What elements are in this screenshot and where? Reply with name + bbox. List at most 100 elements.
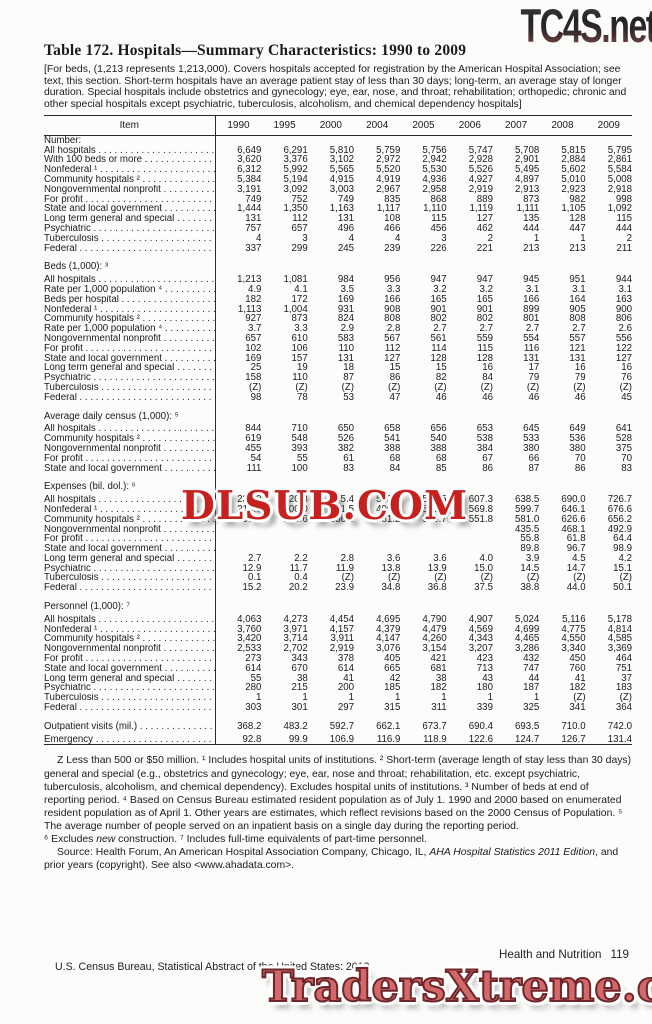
cell-value: 11.9 (335, 563, 355, 574)
cell-value: 757 (245, 223, 262, 234)
cell-empty (215, 253, 261, 275)
cell-value: 4,454 (329, 614, 355, 625)
row-label: Community hospitals ² (44, 434, 216, 444)
cell-value: 2,901 (515, 155, 540, 166)
row-label: Nongovernmental nonprofit (44, 333, 216, 344)
row-label: Rate per 1,000 population ⁴ (44, 284, 216, 295)
cell-value: 2.7 (479, 324, 493, 334)
cell-value: 66 (528, 453, 540, 464)
cell-value: 4.1 (294, 284, 308, 295)
cell-empty (215, 403, 261, 425)
cell-value: 285.6 (283, 514, 308, 525)
cell-value: 806 (615, 314, 632, 325)
cell-value: 464 (615, 654, 632, 664)
table-row: Community hospitals ² 3,420 3,714 3,911 4,14… (44, 634, 632, 645)
cell-value: 5,584 (607, 165, 632, 175)
cell-value: 645 (523, 424, 540, 435)
row-label: For profit (44, 534, 216, 545)
cell-value: 4,260 (422, 634, 447, 645)
cell-value: 86 (389, 373, 401, 383)
cell-value: 3,003 (329, 184, 355, 195)
cell-value: 650 (337, 424, 355, 435)
cell-value: 548 (291, 434, 308, 444)
page-content: Table 172. Hospitals—Summary Characteris… (44, 42, 632, 872)
cell-value: 13.9 (427, 563, 447, 574)
cell-value: 3.1 (572, 284, 586, 295)
cell-value: 554 (523, 333, 540, 344)
table-row: State and local government 1,444 1,350 1,16… (44, 204, 632, 215)
cell-value: 559 (476, 333, 493, 344)
cell-value: 3.2 (479, 284, 493, 295)
cell-value: 1 (348, 693, 355, 704)
table-row: For profit 102 106 110 112 114 115 116 121 122 (44, 343, 632, 354)
cell-value: 3,911 (330, 634, 355, 645)
cell-value: 3.5 (340, 284, 355, 295)
cell-value: 128 (430, 353, 447, 364)
cell-value: 42 (389, 673, 401, 684)
cell-value: 515.7 (422, 514, 447, 525)
table-row: Nongovernmental nonprofit 455 393 382 388 388… (44, 443, 632, 454)
table-row: Federal 98 78 53 47 46 46 46 46 45 (44, 392, 632, 403)
cell-value: 3,620 (237, 155, 262, 166)
cell-value: 131 (523, 353, 540, 364)
cell-value (308, 544, 354, 554)
cell-value: 14.5 (520, 563, 540, 574)
cell-value: 1,119 (469, 204, 493, 215)
cell-value: 656.2 (607, 514, 632, 525)
cell-value: 5,384 (237, 175, 262, 185)
cell-value: 676.6 (607, 504, 632, 515)
cell-value: (Z) (619, 573, 632, 584)
cell-value (354, 544, 400, 554)
footnotes: Z Less than 500 or $50 million. ¹ Includ… (44, 754, 632, 872)
cell-value: 53 (343, 392, 355, 403)
cell-value: 83 (343, 463, 355, 474)
cell-value: 3,376 (283, 155, 308, 166)
cell-value: 982 (569, 194, 586, 205)
cell-value: 55 (250, 673, 262, 684)
cell-value: 378 (337, 654, 355, 664)
cell-value: 17 (528, 363, 540, 374)
cell-value: 538 (476, 434, 493, 444)
cell-empty (447, 593, 493, 615)
cell-value: 5,565 (329, 165, 355, 175)
cell-value: 614 (337, 663, 355, 674)
row-label: All hospitals (44, 424, 216, 435)
cell-empty (261, 253, 307, 275)
source-text: , and prior years (copyright). See also … (44, 847, 619, 872)
cell-value (215, 544, 261, 554)
cell-value: 96.7 (566, 544, 586, 554)
table-row: Psychiatric 280 215 200 185 182 180 187 182 183 (44, 683, 632, 694)
table-title: Table 172. Hospitals—Summary Characteris… (44, 42, 467, 59)
table-row: State and local government 614 670 614 665 68… (44, 663, 632, 674)
cell-value: 127 (476, 214, 493, 224)
cell-value: 569.8 (468, 504, 493, 515)
cell-value: 1,004 (283, 304, 308, 315)
cell-value: 46 (482, 392, 493, 403)
cell-value: 5,747 (468, 145, 493, 156)
table-row: Rate per 1,000 population ⁴ 4.9 4.1 3.5 3.3 3… (44, 284, 632, 295)
cell-value: 1 (580, 233, 586, 244)
table-row: Long term general and special 25 19 18 15 15 1… (44, 363, 632, 374)
cell-value: 384 (476, 443, 493, 454)
table-row: Community hospitals ² 203.7 285.6 356.6 481.… (44, 514, 632, 525)
col-header-year: 1995 (261, 114, 308, 136)
cell-value: 5,815 (561, 145, 586, 156)
cell-value: 131.4 (585, 734, 632, 746)
cell-value: 3.2 (433, 284, 447, 295)
cell-value: (Z) (526, 382, 540, 393)
table-row: Nonfederal ¹ 1,113 1,004 931 908 901 901 899 905… (44, 304, 632, 315)
row-label: Community hospitals ² (44, 175, 216, 185)
cell-value: 0.4 (294, 573, 308, 584)
cell-value: 1 (533, 693, 540, 704)
section-header-label: Number: (44, 135, 216, 146)
table-row: State and local government 169 157 131 127 12… (44, 353, 632, 364)
cell-value: 3.1 (525, 284, 540, 295)
cell-value: 211 (616, 243, 632, 254)
row-label: Nonfederal ¹ (44, 624, 216, 635)
cell-value: 657 (291, 223, 308, 234)
cell-value: 44.0 (566, 583, 586, 594)
cell-value: 2.8 (340, 553, 355, 564)
cell-value: 164 (569, 294, 586, 305)
cell-empty (215, 593, 261, 615)
